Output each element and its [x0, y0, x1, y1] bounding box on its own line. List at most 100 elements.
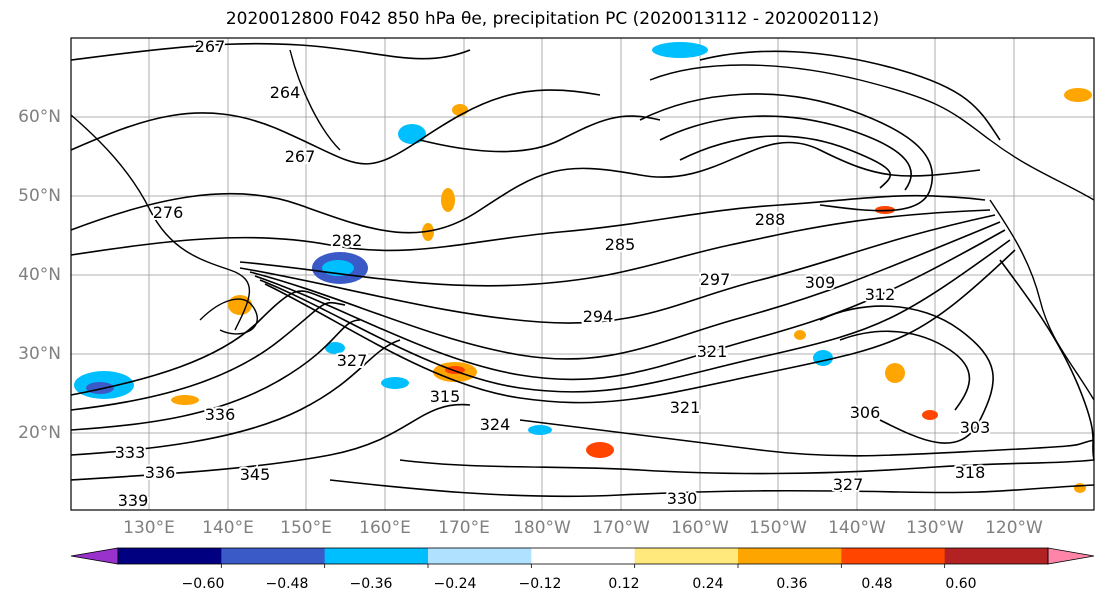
lon-label: 160°W	[671, 518, 729, 538]
chart-title: 2020012800 F042 850 hPa θe, precipitatio…	[225, 9, 880, 29]
lat-label: 60°N	[18, 107, 61, 127]
contour-label: 321	[697, 342, 728, 361]
lon-label: 170°W	[592, 518, 650, 538]
contour-label-halo: 285	[605, 235, 636, 254]
contour-label: 327	[833, 475, 864, 494]
contour-label-halo: 327	[337, 351, 368, 370]
contour-label-halo: 297	[700, 270, 731, 289]
contour-label-halo: 339	[118, 491, 149, 510]
contour-label: 345	[240, 465, 271, 484]
lat-label: 20°N	[18, 423, 61, 443]
contour-label: 327	[337, 351, 368, 370]
contour-label-halo: 303	[960, 418, 991, 437]
contour-label: 315	[430, 387, 461, 406]
colorbar-segment	[841, 548, 946, 564]
contour-label-halo: 321	[697, 342, 728, 361]
contour-label: 324	[480, 415, 511, 434]
contour-label-halo: 321	[670, 398, 701, 417]
colorbar-tick-label: 0.60	[945, 576, 976, 592]
longitude-labels: 130°E 140°E 150°E 160°E 170°E 180°W 170°…	[123, 518, 1043, 538]
contour-label-halo: 333	[115, 443, 146, 462]
contour-label: 339	[118, 491, 149, 510]
colorbar-tick-label: −0.48	[266, 576, 309, 592]
lon-label: 140°E	[202, 518, 254, 538]
map-background	[71, 38, 1094, 510]
colorbar-segment	[634, 548, 739, 564]
latitude-labels: 60°N 50°N 40°N 30°N 20°N	[18, 107, 61, 443]
colorbar-segment	[944, 548, 1049, 564]
colorbar-tick-label: −0.60	[182, 576, 225, 592]
colorbar-segment	[531, 548, 636, 564]
contour-label-halo: 324	[480, 415, 511, 434]
contour-label: 294	[583, 307, 614, 326]
contour-label-halo: 312	[865, 285, 896, 304]
contour-label-halo: 282	[332, 231, 363, 250]
contour-label: 336	[205, 405, 236, 424]
colorbar-segment	[324, 548, 429, 564]
contour-label-halo: 315	[430, 387, 461, 406]
colorbar-tick-label: −0.24	[434, 576, 477, 592]
lon-label: 170°E	[438, 518, 490, 538]
map-frame	[70, 37, 1095, 511]
contour-label-halo: 345	[240, 465, 271, 484]
contour-label-halo: 306	[850, 403, 881, 422]
contour-label: 336	[145, 463, 176, 482]
contour-label-halo: 294	[583, 307, 614, 326]
contour-label: 288	[755, 210, 786, 229]
contour-label: 312	[865, 285, 896, 304]
lon-label: 120°W	[985, 518, 1043, 538]
lat-label: 50°N	[18, 186, 61, 206]
contour-label-halo: 264	[270, 83, 301, 102]
contour-label-halo: 336	[205, 405, 236, 424]
contour-label-halo: 327	[833, 475, 864, 494]
colorbar-segment	[118, 548, 222, 564]
lat-label: 30°N	[18, 344, 61, 364]
contour-label: 297	[700, 270, 731, 289]
lon-label: 130°W	[906, 518, 964, 538]
colorbar-extend-min	[70, 547, 119, 565]
lon-label: 130°E	[123, 518, 175, 538]
colorbar-extend-max	[1047, 547, 1095, 565]
colorbar-segment	[221, 548, 326, 564]
theta-e-contours	[70, 42, 1095, 498]
colorbar-segment	[428, 548, 532, 564]
contour-label: 321	[670, 398, 701, 417]
contour-label: 309	[805, 273, 836, 292]
colorbar-tick-label: 0.36	[776, 576, 807, 592]
colorbar-tick-label: −0.12	[519, 576, 562, 592]
colorbar-ticks: −0.60 −0.48 −0.36 −0.24 −0.12 0.12 0.24 …	[182, 576, 977, 592]
lon-label: 150°W	[749, 518, 807, 538]
contour-label-halo: 318	[955, 463, 986, 482]
contour-label: 264	[270, 83, 301, 102]
contour-label-halo: 330	[667, 489, 698, 508]
contour-label-halo: 267	[195, 37, 226, 56]
colorbar-tick-label: 0.12	[608, 576, 639, 592]
colorbar-tick-label: 0.24	[692, 576, 723, 592]
contour-label: 330	[667, 489, 698, 508]
contour-label: 267	[285, 147, 316, 166]
contour-label: 282	[332, 231, 363, 250]
lat-label: 40°N	[18, 265, 61, 285]
contour-label: 303	[960, 418, 991, 437]
contour-label-halo: 267	[285, 147, 316, 166]
colorbar-segment	[738, 548, 842, 564]
lon-label: 150°E	[280, 518, 332, 538]
colorbar-frame	[117, 547, 1049, 565]
contour-label: 318	[955, 463, 986, 482]
contour-label-halo: 276	[153, 203, 184, 222]
contour-label-halo: 336	[145, 463, 176, 482]
colorbar-tick-label: −0.36	[350, 576, 393, 592]
contour-label-halo: 309	[805, 273, 836, 292]
contour-label-halo: 288	[755, 210, 786, 229]
coastlines	[70, 49, 1095, 401]
contour-label: 267	[195, 37, 226, 56]
lon-label: 160°E	[359, 518, 411, 538]
colorbar	[70, 547, 1095, 568]
lon-label: 180°W	[513, 518, 571, 538]
colorbar-tick-label: 0.48	[861, 576, 892, 592]
lon-label: 140°W	[828, 518, 886, 538]
contour-label: 285	[605, 235, 636, 254]
contour-label: 276	[153, 203, 184, 222]
